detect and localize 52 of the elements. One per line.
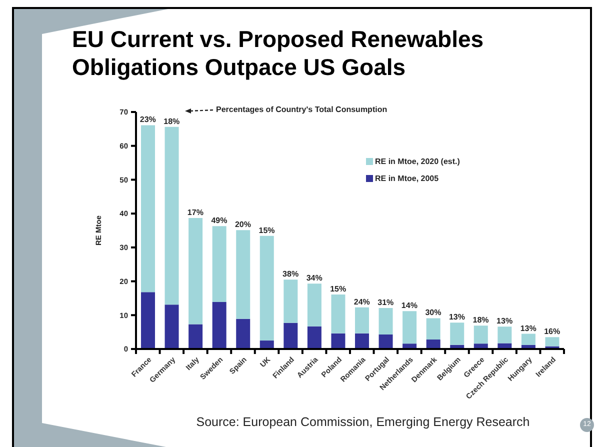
chart-title: EU Current vs. Proposed Renewables Obligations Outpace US Goals: [72, 25, 485, 81]
bar: [402, 311, 417, 344]
bar: [212, 302, 226, 349]
bar: [260, 236, 274, 341]
bar: [212, 226, 226, 302]
bar: [236, 230, 250, 319]
annotation: 18%: [164, 116, 180, 126]
annotation: 23%: [140, 115, 156, 124]
bar: [426, 340, 440, 349]
bar: [141, 125, 155, 292]
source-note: Source: European Commission, Emerging Energy Research: [196, 415, 530, 429]
annotation: 24%: [354, 297, 370, 306]
bar: [188, 324, 203, 349]
annotation: 13%: [496, 316, 513, 326]
bar: [164, 304, 179, 349]
annotation: 38%: [282, 270, 299, 279]
bar: [307, 284, 322, 326]
bar: [284, 322, 298, 349]
annotation: Percentages of Country's Total Consumption: [216, 105, 388, 114]
bar: [450, 322, 464, 345]
bar: [378, 308, 393, 334]
annotation: 16%: [544, 327, 560, 336]
annotation: 49%: [211, 216, 228, 226]
bar: [378, 334, 393, 349]
bar: [545, 337, 560, 346]
bar: [355, 307, 369, 334]
bar: [284, 280, 298, 323]
annotation: 17%: [187, 208, 204, 217]
bar: [236, 318, 250, 349]
legend-label: RE in Mtoe, 2005: [375, 174, 439, 183]
bar: [331, 294, 346, 334]
bar: [474, 326, 488, 344]
annotation: 14%: [401, 301, 418, 310]
bar: [331, 333, 346, 349]
bar: [188, 218, 203, 324]
bar: [307, 326, 322, 349]
annotation: 13%: [520, 324, 536, 333]
annotation: 15%: [330, 284, 346, 294]
annotation: 13%: [448, 312, 466, 322]
annotation: 15%: [258, 226, 275, 235]
bar: [141, 292, 155, 349]
bar: [498, 326, 512, 344]
annotation: 20%: [234, 220, 252, 230]
bar: [164, 126, 179, 305]
bar: [521, 334, 536, 345]
legend-label: RE in Mtoe, 2020 (est.): [375, 157, 460, 166]
annotation: 30%: [425, 308, 442, 318]
annotation: 34%: [306, 274, 322, 283]
annotation: 18%: [472, 316, 489, 325]
annotation: 31%: [378, 298, 394, 308]
bar: [426, 318, 440, 340]
bar: [355, 333, 369, 349]
